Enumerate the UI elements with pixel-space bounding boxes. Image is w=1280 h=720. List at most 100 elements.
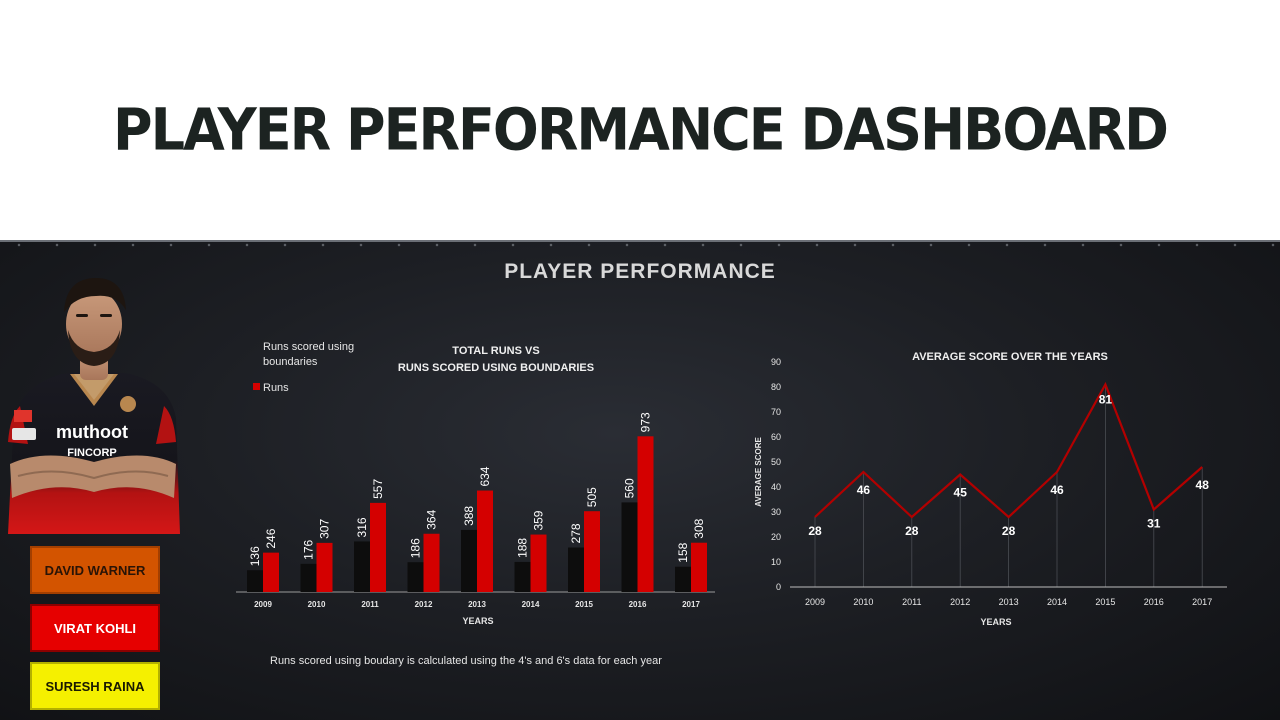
line-chart-title: AVERAGE SCORE OVER THE YEARS	[912, 351, 1108, 363]
line-y-tick-70: 70	[771, 407, 781, 417]
line-x-tick-2014: 2014	[1047, 597, 1067, 607]
line-chart-x-label: YEARS	[980, 617, 1011, 627]
bar-chart-x-label: YEARS	[462, 616, 493, 626]
line-label-2016: 31	[1147, 517, 1161, 531]
bar-label-runs-2017: 308	[692, 518, 706, 538]
line-series-average-score	[814, 381, 1203, 519]
line-label-2009: 28	[808, 524, 822, 538]
bar-label-runs-2015: 505	[585, 487, 599, 507]
bar-runs-2012	[423, 533, 440, 592]
bar-label-runs-2009: 246	[264, 528, 278, 548]
bar-x-tick-2012: 2012	[415, 600, 433, 609]
line-chart-average-score: AVERAGE SCORE OVER THE YEARS AVERAGE SCO…	[754, 351, 1227, 627]
bar-x-tick-2014: 2014	[522, 600, 540, 609]
line-y-tick-0: 0	[776, 582, 781, 592]
bar-chart-runs-vs-boundaries: Runs scored using boundaries Runs TOTAL …	[236, 341, 715, 626]
bar-label-runs-2014: 359	[532, 510, 546, 530]
dashboard-title: PLAYER PERFORMANCE DASHBOARD	[113, 95, 1169, 164]
player-button-suresh-raina[interactable]: SURESH RAINA	[30, 662, 160, 710]
dashboard-panel: PLAYER PERFORMANCE	[0, 240, 1280, 720]
line-y-tick-30: 30	[771, 507, 781, 517]
bar-x-tick-2010: 2010	[308, 600, 326, 609]
bar-boundaries-2013	[461, 529, 477, 592]
bar-label-boundaries-2015: 278	[569, 523, 583, 543]
legend-runs-label: Runs	[263, 382, 289, 394]
legend-runs-swatch	[253, 383, 260, 390]
bar-boundaries-2015	[568, 547, 584, 592]
bar-x-tick-2017: 2017	[682, 600, 700, 609]
line-y-tick-90: 90	[771, 357, 781, 367]
svg-text:FINCORP: FINCORP	[67, 447, 117, 459]
line-x-tick-2015: 2015	[1095, 597, 1115, 607]
panel-title: PLAYER PERFORMANCE	[504, 260, 776, 283]
bar-label-boundaries-2016: 560	[623, 478, 637, 498]
bar-label-boundaries-2010: 176	[302, 539, 316, 559]
line-x-tick-2010: 2010	[853, 597, 873, 607]
line-x-tick-2012: 2012	[950, 597, 970, 607]
line-y-tick-10: 10	[771, 557, 781, 567]
line-label-2017: 48	[1196, 478, 1210, 492]
bar-runs-2011	[370, 502, 386, 592]
bar-boundaries-2017	[675, 566, 691, 592]
bar-runs-2014	[530, 534, 547, 592]
bar-boundaries-2010	[300, 563, 317, 592]
bar-runs-2015	[584, 511, 600, 592]
line-y-tick-20: 20	[771, 532, 781, 542]
bar-runs-2010	[316, 542, 333, 592]
bar-runs-2017	[691, 542, 707, 592]
bar-boundaries-2014	[514, 561, 531, 592]
bar-x-tick-2009: 2009	[254, 600, 272, 609]
line-y-tick-80: 80	[771, 382, 781, 392]
player-button-david-warner[interactable]: DAVID WARNER	[30, 546, 160, 594]
line-y-tick-40: 40	[771, 482, 781, 492]
bar-label-boundaries-2012: 186	[409, 538, 423, 558]
panel-top-border	[0, 242, 1280, 248]
bar-label-boundaries-2017: 158	[676, 542, 690, 562]
line-x-tick-2011: 2011	[902, 597, 921, 607]
line-x-tick-2016: 2016	[1144, 597, 1164, 607]
line-x-tick-2009: 2009	[805, 597, 825, 607]
bar-boundaries-2012	[407, 562, 424, 592]
bar-chart-legend: Runs scored using boundaries Runs	[253, 341, 354, 394]
bar-label-runs-2012: 364	[425, 509, 439, 529]
line-chart-marks: 28 2009 46 2010 28 2011 45 2012 28 2013 46 2014 81 20…	[805, 381, 1212, 607]
bar-runs-2016	[637, 436, 654, 592]
line-label-2012: 45	[954, 486, 968, 500]
bar-label-boundaries-2009: 136	[248, 546, 262, 566]
bar-label-runs-2016: 973	[639, 412, 653, 432]
bar-label-runs-2010: 307	[318, 519, 332, 539]
bar-label-boundaries-2013: 388	[462, 506, 476, 526]
legend-boundaries-line1: Runs scored using	[263, 341, 354, 353]
bar-runs-2013	[477, 490, 493, 592]
bar-label-runs-2011: 557	[371, 479, 385, 499]
bar-x-tick-2011: 2011	[361, 600, 379, 609]
bar-label-runs-2013: 634	[478, 466, 492, 486]
line-y-tick-50: 50	[771, 457, 781, 467]
bar-x-tick-2016: 2016	[629, 600, 647, 609]
player-photo: muthoot FINCORP	[8, 278, 180, 534]
line-label-2011: 28	[905, 524, 919, 538]
line-chart-y-label: AVERAGE SCORE	[754, 437, 763, 507]
bar-boundaries-2009	[247, 570, 263, 592]
player-button-virat-kohli[interactable]: VIRAT KOHLI	[30, 604, 160, 652]
legend-boundaries-line2: boundaries	[263, 356, 318, 368]
bar-x-tick-2013: 2013	[468, 600, 486, 609]
header-band: PLAYER PERFORMANCE DASHBOARD	[0, 0, 1280, 240]
line-label-2013: 28	[1002, 524, 1016, 538]
line-chart-grid: 0 10 20 30 40 50 60 70 80 90	[771, 357, 1203, 592]
line-y-tick-60: 60	[771, 432, 781, 442]
chart-footnote: Runs scored using boudary is calculated …	[270, 655, 662, 667]
line-label-2015: 81	[1099, 393, 1113, 407]
bar-chart-title-line1: TOTAL RUNS VS	[452, 345, 539, 357]
bar-x-tick-2015: 2015	[575, 600, 593, 609]
bar-chart-title-line2: RUNS SCORED USING BOUNDARIES	[398, 362, 594, 374]
line-label-2010: 46	[857, 483, 871, 497]
bar-label-boundaries-2011: 316	[355, 517, 369, 537]
svg-text:muthoot: muthoot	[56, 422, 128, 442]
bar-boundaries-2011	[354, 541, 370, 592]
line-x-tick-2013: 2013	[999, 597, 1019, 607]
bar-runs-2009	[263, 552, 279, 592]
line-label-2014: 46	[1050, 483, 1064, 497]
line-x-tick-2017: 2017	[1192, 597, 1212, 607]
